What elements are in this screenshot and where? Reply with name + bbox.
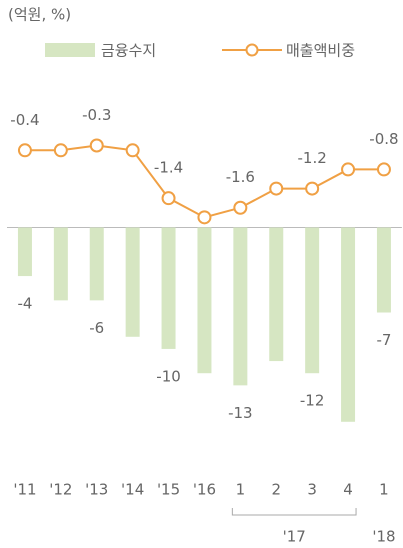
line-marker — [17, 143, 32, 158]
bar-value-label: -12 — [300, 392, 325, 410]
line — [24, 144, 384, 219]
x-tick-label: '14 — [121, 481, 144, 499]
line-marker — [89, 138, 104, 153]
group-label: '18 — [372, 528, 395, 546]
line-value-label: -1.6 — [226, 168, 255, 186]
bar — [341, 227, 356, 422]
x-tick-label: 1 — [236, 481, 246, 499]
x-tick-label: '11 — [13, 481, 36, 499]
line-value-label: -0.8 — [369, 130, 398, 148]
line-marker — [233, 200, 248, 215]
line-marker — [341, 162, 356, 177]
line-value-label: -1.2 — [298, 149, 327, 167]
bar — [125, 227, 140, 337]
bar — [269, 227, 284, 362]
bar-value-label: -4 — [17, 295, 32, 313]
line-marker — [376, 162, 391, 177]
bar-value-label: -10 — [156, 367, 181, 385]
x-tick-label: '16 — [193, 481, 216, 499]
unit-label: (억원, %) — [8, 6, 71, 24]
bar — [233, 227, 248, 386]
line-value-label: -0.4 — [10, 111, 39, 129]
x-tick-label: '12 — [49, 481, 72, 499]
x-tick-label: 3 — [307, 481, 317, 499]
bar — [53, 227, 68, 301]
line-marker — [53, 143, 68, 158]
bar-value-label: -13 — [228, 404, 253, 422]
bar-value-label: -6 — [89, 319, 104, 337]
x-tick-label: 1 — [379, 481, 389, 499]
legend-label: 금융수지 — [101, 42, 156, 60]
line-marker — [197, 210, 212, 225]
x-tick-label: '13 — [85, 481, 108, 499]
bar — [89, 227, 104, 301]
legend-swatch — [45, 43, 95, 57]
line-marker — [161, 191, 176, 206]
bar — [161, 227, 176, 349]
x-tick-label: '15 — [157, 481, 180, 499]
line-value-label: -0.3 — [82, 106, 111, 124]
bar — [197, 227, 212, 374]
line-marker — [269, 181, 284, 196]
line-marker — [125, 143, 140, 158]
bar — [305, 227, 320, 374]
bar — [17, 227, 32, 277]
x-tick-label: 2 — [271, 481, 281, 499]
line-value-label: -1.4 — [154, 159, 183, 177]
bar — [376, 227, 391, 313]
group-label: '17 — [283, 528, 306, 546]
line-marker — [305, 181, 320, 196]
group-bracket — [231, 508, 357, 516]
x-tick-label: 4 — [343, 481, 353, 499]
legend-label: 매출액비중 — [286, 42, 355, 60]
bar-value-label: -7 — [376, 331, 391, 349]
legend-marker — [245, 43, 259, 57]
